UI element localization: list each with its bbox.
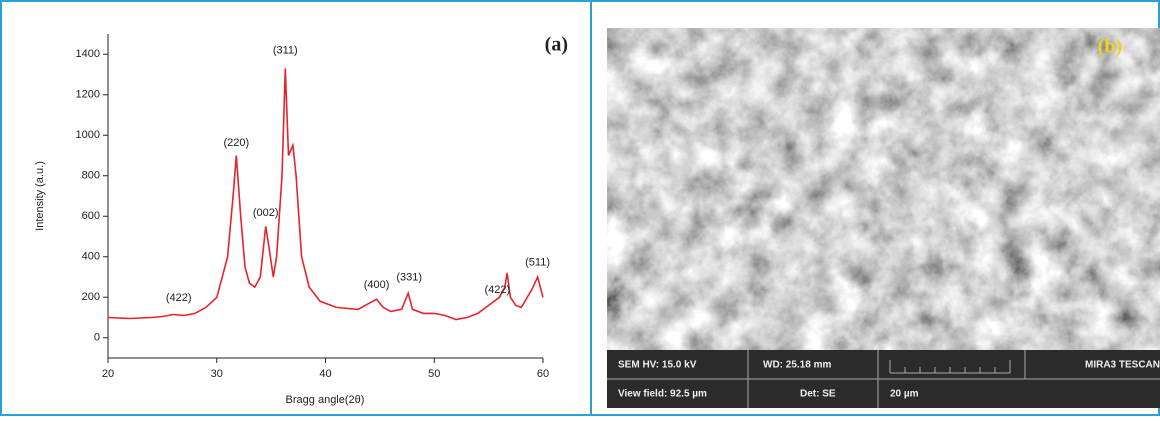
y-tick-label: 600 — [82, 210, 100, 222]
panel-label-b: (b) — [1098, 36, 1122, 58]
x-tick-label: 50 — [428, 368, 440, 380]
peak-label: (511) — [525, 257, 550, 269]
peak-label: (002) — [253, 207, 279, 219]
peak-label: (422) — [484, 284, 510, 296]
peak-label: (422) — [166, 292, 192, 304]
x-tick-label: 20 — [102, 368, 114, 380]
y-tick-label: 400 — [82, 251, 100, 263]
x-tick-label: 40 — [319, 368, 331, 380]
peak-label: (331) — [396, 272, 422, 284]
panel-label: (a) — [545, 34, 568, 56]
plot: 0 200 400 600 800 1000 1200 1400 20 30 40 50 60 (422)… — [76, 34, 550, 380]
peak-label: (311) — [273, 44, 298, 56]
sem-scale: 20 µm — [890, 389, 919, 400]
x-axis-label: Bragg angle(2θ) — [286, 394, 365, 406]
y-tick-label: 200 — [82, 291, 100, 303]
sem-image — [607, 28, 1160, 350]
y-tick-label: 800 — [82, 170, 100, 182]
sem-detector: Det: SE — [800, 389, 836, 400]
sem-wd: WD: 25.18 mm — [763, 360, 831, 371]
data-line — [108, 68, 543, 319]
x-tick-label: 30 — [211, 368, 223, 380]
y-tick-label: 1000 — [76, 129, 100, 141]
y-axis-label: Intensity (a.u.) — [34, 161, 46, 231]
sem-maker: MIRA3 TESCAN — [1085, 360, 1160, 371]
page: (a) Bragg angle(2θ) Intensity (a.u.) 0 20… — [0, 0, 1160, 416]
y-tick-label: 1400 — [76, 48, 100, 60]
y-tick-label: 1200 — [76, 89, 100, 101]
y-tick-label: 0 — [94, 332, 100, 344]
x-tick-label: 60 — [537, 368, 549, 380]
peak-label: (220) — [223, 137, 249, 149]
sem-view-field: View field: 92.5 µm — [618, 389, 707, 400]
figure: (a) Bragg angle(2θ) Intensity (a.u.) 0 20… — [0, 0, 1160, 416]
peak-label: (400) — [364, 279, 390, 291]
sem-hv: SEM HV: 15.0 kV — [618, 360, 697, 371]
